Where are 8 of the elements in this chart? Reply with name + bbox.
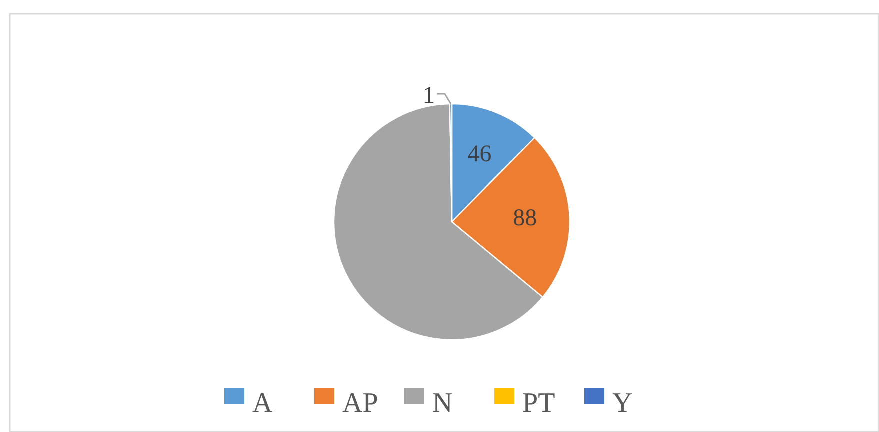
legend-label: N [432,388,453,419]
data-label: 88 [513,205,538,232]
data-label: 46 [468,141,492,168]
legend-label: Y [612,388,633,419]
legend-label: A [252,388,274,419]
data-label: 1 [422,83,435,110]
legend-label: AP [342,388,378,419]
legend-label: PT [522,388,556,419]
